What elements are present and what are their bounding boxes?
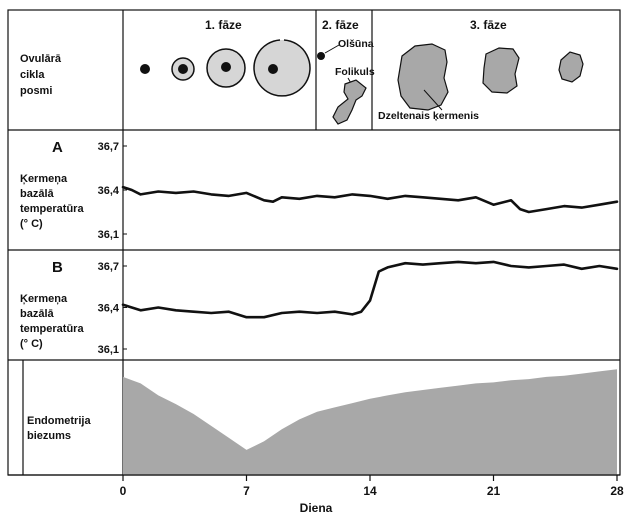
- panel-a-temperature-line: [121, 185, 619, 214]
- x-axis-tick-label: 21: [487, 484, 501, 498]
- endometrium-thickness-area: [123, 369, 617, 475]
- phase-2-title: 2. fāze: [322, 18, 359, 32]
- panel-a-ylabel-line-4: (° C): [20, 218, 43, 230]
- panel-b-ytick-label: 36,7: [98, 261, 119, 273]
- panel-b-temperature-line: [121, 260, 619, 319]
- panel-a-ylabel-line-2: bazālā: [20, 188, 55, 200]
- corpus-luteum-medium-icon: [482, 47, 520, 94]
- corpus-luteum-large-icon: [397, 43, 449, 111]
- panel-a-ylabel-line-3: temperatūra: [20, 203, 84, 215]
- follicle-label: Folikuls: [335, 66, 375, 78]
- primary-follicle-oocyte-icon: [178, 64, 188, 74]
- panel-b-ylabel-line-1: Ķermeņa: [20, 293, 68, 305]
- x-axis-tick-label: 28: [610, 484, 624, 498]
- primordial-follicle-icon: [140, 64, 150, 74]
- phase-3-corpus-luteum: Dzeltenais ķermenis: [378, 43, 584, 122]
- x-axis-label: Diena: [300, 501, 333, 515]
- panel-b-temperature-chart: B Ķermeņa bazālā temperatūra (° C) 36,7 3…: [20, 259, 619, 356]
- phase-1-follicles: [140, 39, 311, 97]
- row-label-line-2: cikla: [20, 69, 45, 81]
- ova-label: Olšūna: [338, 38, 374, 50]
- mature-follicle-icon: [253, 39, 311, 97]
- panel-b-ylabel-line-2: bazālā: [20, 308, 55, 320]
- mature-follicle-oocyte-icon: [268, 64, 278, 74]
- x-axis-tick-label: 14: [363, 484, 377, 498]
- corpus-luteum-label: Dzeltenais ķermenis: [378, 110, 479, 122]
- x-axis: Diena 0 7 14 21 28: [8, 474, 624, 515]
- panel-b-ytick-label: 36,4: [98, 303, 120, 315]
- corpus-luteum-small-icon: [558, 51, 584, 83]
- panel-a-temperature-chart: A Ķermeņa bazālā temperatūra (° C) 36,7 3…: [20, 139, 619, 241]
- panel-a-ylabel-line-1: Ķermeņa: [20, 173, 68, 185]
- panel-b-ylabel-line-3: temperatūra: [20, 323, 84, 335]
- phase-2-ovulation: Olšūna Folikuls: [317, 38, 375, 125]
- panel-a-letter: A: [52, 139, 63, 156]
- x-axis-tick-label: 0: [120, 484, 127, 498]
- panel-b-ytick-label: 36,1: [98, 344, 119, 356]
- panel-b-letter: B: [52, 259, 63, 276]
- ovum-icon: [317, 52, 325, 60]
- phase-3-title: 3. fāze: [470, 18, 507, 32]
- panel-b-ylabel-line-4: (° C): [20, 338, 43, 350]
- endometrium-label-line-2: biezums: [27, 430, 71, 442]
- panel-a-ytick-label: 36,1: [98, 229, 119, 241]
- panel-a-ytick-label: 36,7: [98, 141, 119, 153]
- ruptured-follicle-icon: [332, 79, 367, 125]
- endometrium-thickness-chart: Endometrija biezums: [27, 369, 617, 475]
- row-label-line-1: Ovulārā: [20, 53, 62, 65]
- panel-a-ytick-label: 36,4: [98, 185, 120, 197]
- phase-1-title: 1. fāze: [205, 18, 242, 32]
- x-axis-tick-label: 7: [243, 484, 250, 498]
- ovarian-stages-label: Ovulārā cikla posmi: [20, 53, 62, 97]
- endometrium-label-line-1: Endometrija: [27, 415, 91, 427]
- row-label-line-3: posmi: [20, 85, 52, 97]
- secondary-follicle-oocyte-icon: [221, 62, 231, 72]
